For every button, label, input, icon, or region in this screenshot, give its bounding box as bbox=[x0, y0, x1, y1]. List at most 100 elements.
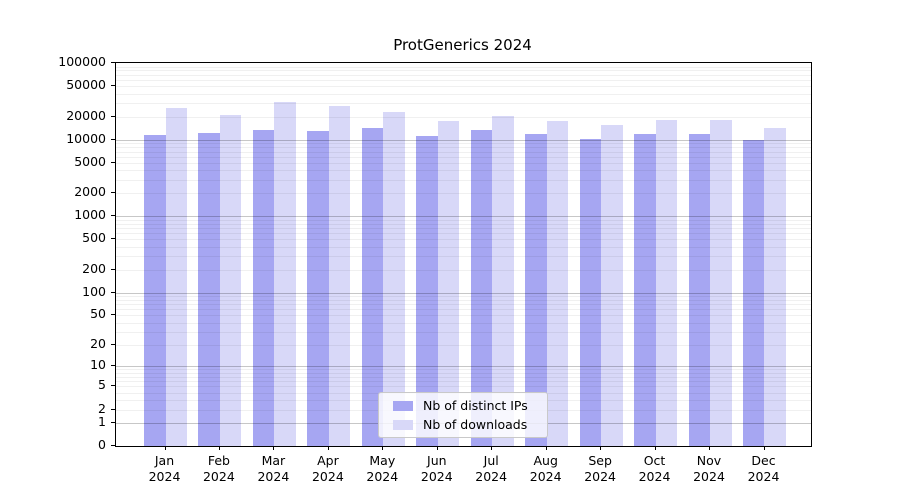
x-tick-year: 2024 bbox=[366, 469, 399, 484]
y-tick-label: 2000 bbox=[74, 184, 106, 200]
x-tick-mark bbox=[654, 446, 656, 450]
minor-gridline bbox=[116, 322, 811, 324]
bar-downloads-aug bbox=[546, 121, 569, 446]
y-tick-mark bbox=[111, 291, 115, 293]
y-tick-label: 1000 bbox=[74, 207, 106, 223]
y-tick-label: 100000 bbox=[58, 54, 106, 69]
minor-gridline bbox=[116, 147, 811, 148]
minor-gridline bbox=[116, 386, 811, 388]
minor-gridline bbox=[116, 295, 811, 297]
minor-gridline bbox=[116, 299, 811, 301]
bar-distinct-ips-nov bbox=[688, 134, 710, 446]
x-tick-mark bbox=[164, 446, 166, 450]
plot-area bbox=[115, 62, 812, 447]
minor-gridline bbox=[116, 170, 811, 172]
bar-downloads-mar bbox=[274, 102, 296, 446]
minor-gridline bbox=[116, 70, 811, 72]
y-tick-mark bbox=[111, 238, 115, 240]
bar-downloads-jun bbox=[437, 120, 460, 446]
minor-gridline bbox=[116, 93, 811, 95]
x-tick-mark bbox=[545, 446, 547, 450]
x-tick-mark bbox=[436, 446, 438, 450]
minor-gridline bbox=[116, 239, 811, 241]
minor-gridline bbox=[116, 193, 811, 195]
y-tick-label: 20000 bbox=[66, 107, 106, 123]
y-tick-label: 5000 bbox=[74, 153, 106, 169]
x-tick-label: Aug 2024 bbox=[518, 453, 574, 485]
minor-gridline bbox=[116, 228, 811, 229]
minor-gridline bbox=[116, 80, 811, 81]
x-tick-month: Jun bbox=[427, 453, 447, 468]
y-tick-mark bbox=[111, 421, 115, 423]
bar-downloads-nov bbox=[710, 120, 732, 446]
x-tick-month: Sep bbox=[588, 453, 612, 468]
y-tick-label: 100 bbox=[82, 283, 106, 299]
minor-gridline bbox=[116, 372, 811, 374]
y-tick-mark bbox=[111, 268, 115, 270]
y-tick-label: 10000 bbox=[66, 130, 106, 146]
x-tick-label: Apr 2024 bbox=[300, 453, 356, 485]
major-gridline bbox=[116, 139, 811, 141]
legend: Nb of distinct IPs Nb of downloads bbox=[378, 392, 548, 438]
minor-gridline bbox=[116, 143, 811, 145]
minor-gridline bbox=[116, 74, 811, 76]
x-tick-mark bbox=[382, 446, 384, 450]
minor-gridline bbox=[116, 151, 811, 153]
bar-distinct-ips-dec bbox=[742, 140, 765, 446]
x-tick-month: Jan bbox=[154, 453, 175, 468]
minor-gridline bbox=[116, 256, 811, 258]
x-tick-year: 2024 bbox=[693, 469, 725, 484]
minor-gridline bbox=[116, 246, 811, 248]
x-tick-mark bbox=[709, 446, 710, 450]
bar-downloads-sep bbox=[601, 125, 623, 446]
x-tick-year: 2024 bbox=[529, 469, 562, 484]
y-tick-mark bbox=[111, 62, 115, 63]
x-tick-month: Jul bbox=[483, 453, 499, 468]
y-tick-label: 1 bbox=[98, 413, 106, 429]
bar-distinct-ips-may bbox=[361, 128, 384, 446]
y-tick-label: 2 bbox=[98, 400, 106, 416]
x-tick-label: May 2024 bbox=[354, 453, 410, 485]
x-tick-month: Apr bbox=[317, 453, 339, 468]
minor-gridline bbox=[116, 116, 811, 118]
legend-row-downloads: Nb of downloads bbox=[379, 417, 547, 433]
minor-gridline bbox=[116, 344, 811, 346]
minor-gridline bbox=[116, 331, 811, 333]
major-gridline bbox=[116, 292, 811, 294]
x-tick-year: 2024 bbox=[584, 469, 616, 484]
y-tick-mark bbox=[111, 408, 115, 410]
y-tick-mark bbox=[111, 192, 115, 194]
bar-downloads-may bbox=[383, 112, 405, 446]
x-tick-mark bbox=[600, 446, 602, 450]
x-tick-month: Feb bbox=[207, 453, 230, 468]
y-tick-label: 500 bbox=[82, 230, 106, 246]
bar-distinct-ips-feb bbox=[198, 132, 220, 446]
x-tick-year: 2024 bbox=[475, 469, 508, 484]
bar-distinct-ips-mar bbox=[252, 129, 275, 446]
x-tick-year: 2024 bbox=[747, 469, 780, 484]
x-tick-month: Oct bbox=[643, 453, 666, 468]
minor-gridline bbox=[116, 162, 811, 164]
y-tick-mark bbox=[111, 385, 115, 387]
minor-gridline bbox=[116, 233, 811, 235]
x-tick-month: Aug bbox=[533, 453, 558, 468]
minor-gridline bbox=[116, 376, 811, 378]
minor-gridline bbox=[116, 309, 811, 311]
major-gridline bbox=[116, 216, 811, 218]
major-gridline bbox=[116, 366, 811, 368]
bar-distinct-ips-jul bbox=[470, 130, 493, 446]
x-tick-year: 2024 bbox=[257, 469, 290, 484]
minor-gridline bbox=[116, 219, 811, 221]
y-tick-mark bbox=[111, 85, 115, 87]
x-tick-label: Sep 2024 bbox=[572, 453, 628, 485]
x-tick-year: 2024 bbox=[202, 469, 235, 484]
y-tick-label: 20 bbox=[90, 335, 106, 351]
minor-gridline bbox=[116, 269, 811, 271]
minor-gridline bbox=[116, 304, 811, 306]
y-tick-mark bbox=[111, 161, 115, 163]
bar-distinct-ips-jun bbox=[416, 135, 438, 446]
minor-gridline bbox=[116, 381, 811, 383]
y-tick-label: 50000 bbox=[66, 77, 106, 93]
bar-distinct-ips-aug bbox=[525, 133, 547, 446]
bar-downloads-apr bbox=[328, 106, 351, 446]
